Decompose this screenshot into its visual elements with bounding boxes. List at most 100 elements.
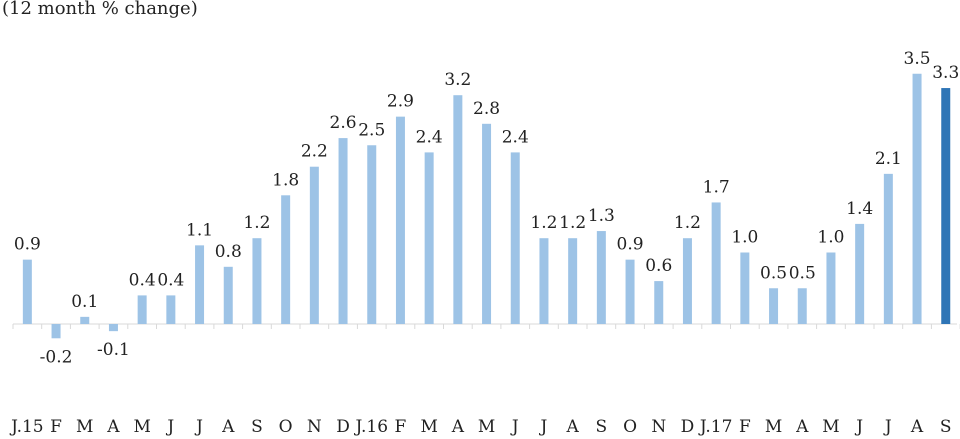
category-label: M bbox=[133, 417, 150, 437]
category-label: M bbox=[420, 417, 437, 437]
category-label: D bbox=[336, 417, 350, 437]
bar bbox=[568, 238, 578, 324]
category-label: F bbox=[739, 417, 751, 437]
bar bbox=[338, 138, 348, 324]
bar bbox=[941, 88, 951, 324]
category-label: A bbox=[566, 417, 580, 437]
data-label: 2.6 bbox=[330, 113, 357, 133]
category-label: O bbox=[623, 417, 637, 437]
data-label: 0.5 bbox=[789, 263, 816, 283]
bar bbox=[769, 288, 779, 324]
bar bbox=[281, 195, 291, 324]
data-label: 3.2 bbox=[444, 70, 471, 90]
data-label: 2.1 bbox=[875, 149, 902, 169]
data-label: 1.3 bbox=[588, 206, 615, 226]
bars-group bbox=[22, 73, 951, 339]
bar bbox=[22, 259, 32, 324]
category-label: M bbox=[765, 417, 782, 437]
data-label: 0.1 bbox=[71, 292, 98, 312]
bar bbox=[682, 238, 692, 324]
bar bbox=[482, 123, 492, 324]
data-label: 0.4 bbox=[129, 270, 156, 290]
category-label: J bbox=[165, 417, 174, 437]
bar bbox=[826, 252, 836, 324]
bar bbox=[453, 95, 463, 324]
category-label: J bbox=[194, 417, 203, 437]
data-label: 2.4 bbox=[416, 127, 443, 147]
data-label: 2.5 bbox=[358, 120, 385, 140]
data-label: 1.2 bbox=[243, 213, 270, 233]
category-label: J bbox=[883, 417, 892, 437]
category-label: J bbox=[510, 417, 519, 437]
category-label: M bbox=[76, 417, 93, 437]
category-label: N bbox=[651, 417, 666, 437]
bar bbox=[797, 288, 807, 324]
category-label: A bbox=[451, 417, 465, 437]
category-labels-group: J.15 F M A M J J A S O N D J.16 F M A M J J A S O N D J.17 F M A M J J… bbox=[9, 417, 951, 437]
data-label: 1.7 bbox=[703, 177, 730, 197]
bar bbox=[395, 116, 405, 325]
data-label: 1.0 bbox=[731, 228, 758, 248]
data-label: -0.1 bbox=[97, 340, 130, 360]
category-label: S bbox=[596, 417, 608, 437]
data-label: 3.3 bbox=[932, 63, 959, 83]
bar bbox=[195, 245, 205, 324]
bar bbox=[625, 259, 635, 324]
data-label: 2.8 bbox=[473, 99, 500, 119]
category-label: A bbox=[910, 417, 924, 437]
bar bbox=[108, 324, 118, 332]
chart-subtitle: (12 month % change) bbox=[2, 0, 198, 19]
data-label: 1.8 bbox=[272, 170, 299, 190]
data-label: 1.2 bbox=[674, 213, 701, 233]
category-label: M bbox=[478, 417, 495, 437]
data-label: 3.5 bbox=[904, 49, 931, 69]
category-label: A bbox=[106, 417, 120, 437]
data-label: 0.9 bbox=[617, 235, 644, 255]
category-label: A bbox=[795, 417, 809, 437]
data-label: 1.0 bbox=[817, 228, 844, 248]
bar bbox=[883, 173, 893, 324]
data-label: 0.8 bbox=[215, 242, 242, 262]
data-label: 2.9 bbox=[387, 92, 414, 112]
category-label: D bbox=[681, 417, 695, 437]
bar bbox=[711, 202, 721, 324]
category-label: J bbox=[854, 417, 863, 437]
bar bbox=[510, 152, 520, 324]
category-label: M bbox=[822, 417, 839, 437]
data-label: 0.6 bbox=[645, 256, 672, 276]
data-label: 2.2 bbox=[301, 142, 328, 162]
category-label: J.17 bbox=[698, 417, 733, 437]
x-axis-ticks bbox=[12, 324, 960, 329]
bar bbox=[596, 231, 606, 324]
category-label: J.16 bbox=[353, 417, 388, 437]
bar bbox=[51, 324, 61, 339]
bar bbox=[223, 266, 233, 324]
category-label: F bbox=[50, 417, 62, 437]
category-label: O bbox=[279, 417, 293, 437]
data-label: 1.2 bbox=[530, 213, 557, 233]
bar bbox=[309, 166, 319, 324]
bar bbox=[252, 238, 262, 324]
data-label: 0.9 bbox=[14, 235, 41, 255]
category-label: S bbox=[940, 417, 952, 437]
bar bbox=[367, 145, 377, 324]
bar bbox=[137, 295, 147, 324]
category-label: N bbox=[307, 417, 322, 437]
bar bbox=[166, 295, 176, 324]
bar bbox=[654, 281, 664, 324]
category-label: F bbox=[395, 417, 407, 437]
bar bbox=[80, 316, 90, 324]
data-labels-group: 0.9-0.20.1-0.10.4 0.41.10.81.21.82.22.6 2.… bbox=[14, 49, 959, 368]
data-label: 1.2 bbox=[559, 213, 586, 233]
bar bbox=[855, 223, 865, 324]
data-label: 1.1 bbox=[186, 220, 213, 240]
bar bbox=[424, 152, 434, 324]
bar bbox=[912, 73, 922, 324]
category-label: A bbox=[221, 417, 235, 437]
category-label: S bbox=[251, 417, 263, 437]
bar bbox=[740, 252, 750, 324]
bar bbox=[539, 238, 549, 324]
data-label: 0.4 bbox=[157, 270, 184, 290]
data-label: -0.2 bbox=[40, 347, 73, 367]
